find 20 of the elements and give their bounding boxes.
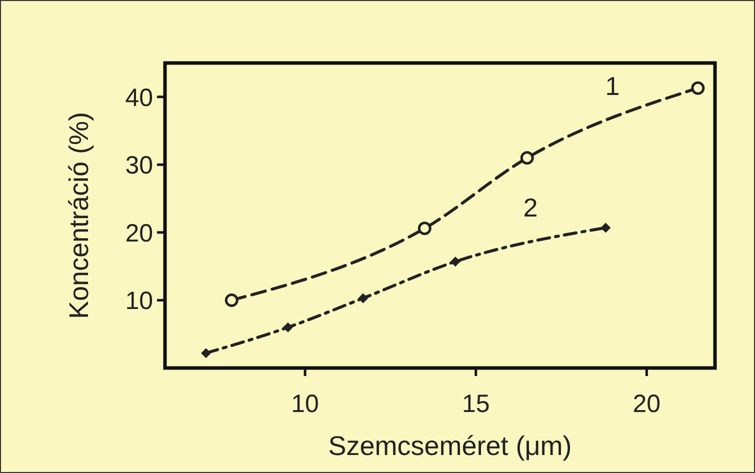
x-tick-label: 10 — [291, 390, 319, 418]
y-tick-label: 30 — [125, 152, 153, 180]
point — [358, 293, 368, 304]
point — [691, 81, 705, 95]
series-label: 2 — [523, 192, 538, 223]
point — [200, 348, 211, 358]
x-tick-label: 15 — [462, 390, 490, 418]
point — [282, 322, 293, 332]
point — [600, 222, 611, 233]
y-tick-label: 40 — [125, 84, 153, 112]
point — [520, 151, 534, 165]
point — [224, 293, 238, 307]
y-tick-label: 20 — [125, 219, 153, 248]
x-axis-title: Szemcseméret (μm) — [328, 431, 572, 461]
series-label: 1 — [605, 70, 620, 101]
point — [418, 222, 432, 236]
point — [450, 256, 460, 267]
y-tick-label: 10 — [125, 287, 153, 316]
x-tick-label: 20 — [632, 390, 661, 418]
y-axis-title: Koncentráció (%) — [64, 112, 94, 320]
